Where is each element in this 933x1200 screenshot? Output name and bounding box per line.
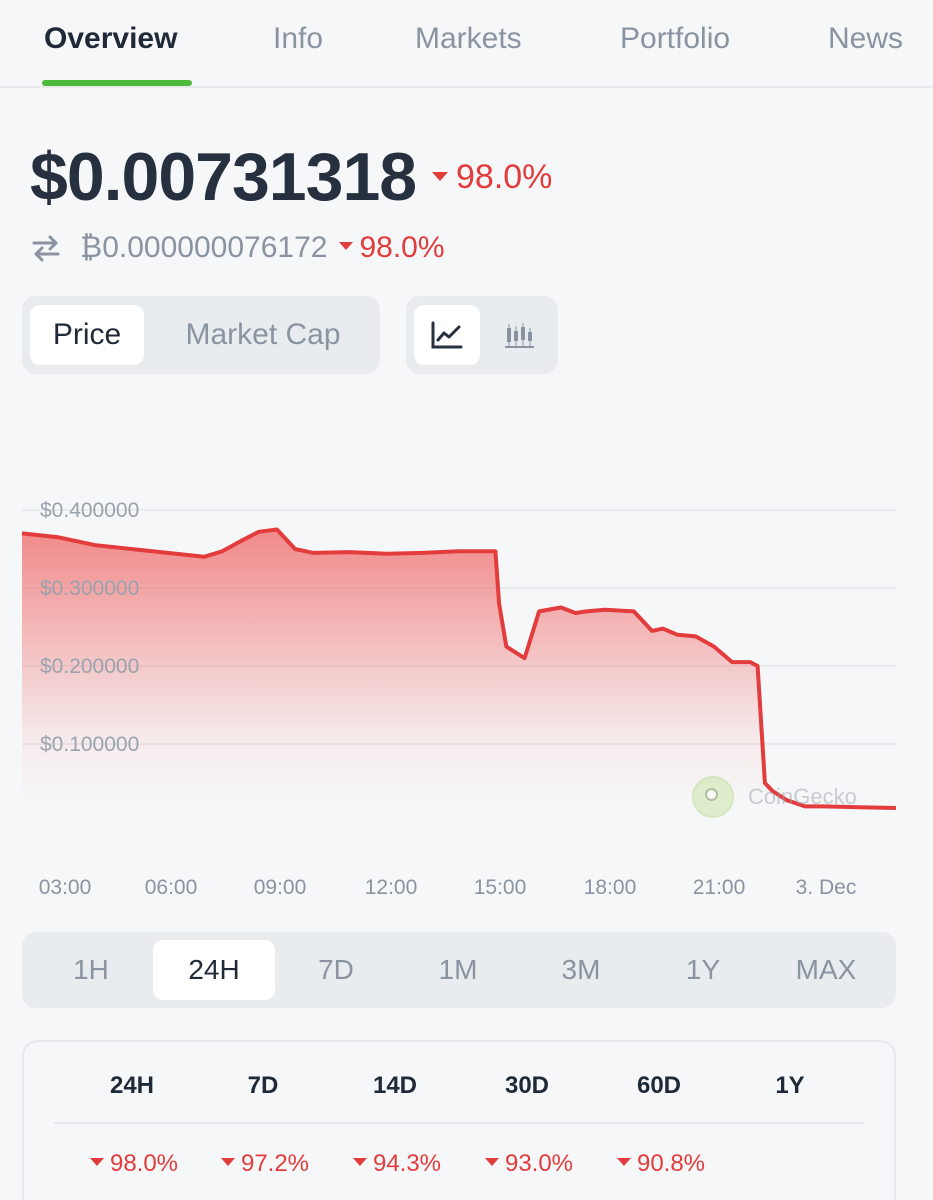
- x-tick-label: 03:00: [38, 876, 92, 899]
- x-tick-label: 06:00: [144, 876, 198, 899]
- x-tick-label: 3. Dec: [795, 876, 857, 899]
- coingecko-watermark: CoinGecko: [692, 776, 857, 818]
- chart-view-toggle: [406, 296, 558, 374]
- y-tick-label: $0.200000: [40, 655, 139, 678]
- line-chart-icon: [431, 321, 463, 349]
- tab-overview[interactable]: Overview: [44, 22, 178, 55]
- perf-value-text: 90.8%: [636, 1150, 706, 1177]
- tab-news[interactable]: News: [828, 22, 904, 55]
- y-tick-label: $0.100000: [40, 733, 139, 756]
- tab-info[interactable]: Info: [273, 22, 324, 55]
- y-tick-label: $0.300000: [40, 577, 139, 600]
- perf-header-14d: 14D: [372, 1072, 418, 1099]
- performance-table: 24H 7D 14D 30D 60D 1Y 98.0% 97.2% 94.3% …: [22, 1040, 896, 1200]
- price-toggle-button[interactable]: Price: [30, 305, 144, 365]
- price-marketcap-toggle: Price Market Cap: [22, 296, 380, 374]
- candlestick-chart-button[interactable]: [486, 305, 552, 365]
- perf-header-30d: 30D: [504, 1072, 550, 1099]
- perf-value-24h: 98.0%: [89, 1150, 179, 1178]
- price-chart[interactable]: $0.400000 $0.300000 $0.200000 $0.100000: [0, 480, 933, 910]
- x-tick-label: 18:00: [583, 876, 637, 899]
- range-1m-button[interactable]: 1M: [438, 954, 478, 985]
- x-tick-label: 15:00: [473, 876, 527, 899]
- watermark-text: CoinGecko: [748, 784, 857, 809]
- time-range-selector: 1H 24H 7D 1M 3M 1Y MAX: [22, 932, 896, 1008]
- range-3m-button[interactable]: 3M: [561, 954, 601, 985]
- top-tab-bar: Overview Info Markets Portfolio News: [0, 0, 933, 88]
- range-1y-button[interactable]: 1Y: [685, 954, 721, 985]
- caret-down-icon: [339, 242, 354, 251]
- btc-price-change-value: 98.0%: [359, 231, 445, 264]
- range-1h-button[interactable]: 1H: [73, 954, 109, 985]
- btc-price-row: ₿0.000000076172 98.0%: [30, 226, 445, 270]
- caret-down-icon: [616, 1157, 631, 1166]
- perf-value-text: 97.2%: [240, 1150, 310, 1177]
- price-change-value: 98.0%: [456, 158, 553, 196]
- perf-header-60d: 60D: [636, 1072, 682, 1099]
- tab-portfolio[interactable]: Portfolio: [620, 22, 731, 55]
- price-line: [21, 527, 897, 810]
- perf-divider: [54, 1122, 864, 1124]
- perf-value-text: 93.0%: [504, 1150, 574, 1177]
- x-tick-label: 12:00: [364, 876, 418, 899]
- active-tab-indicator: [42, 80, 192, 86]
- price-area-fill: [22, 529, 896, 808]
- perf-value-text: 98.0%: [109, 1150, 179, 1177]
- swap-arrows-icon[interactable]: [30, 234, 62, 262]
- range-24h-button[interactable]: 24H: [153, 940, 275, 1000]
- current-price: $0.00731318: [30, 139, 417, 215]
- perf-value-7d: 97.2%: [220, 1150, 310, 1178]
- marketcap-toggle-button[interactable]: Market Cap: [185, 318, 341, 351]
- perf-value-14d: 94.3%: [352, 1150, 442, 1178]
- price-change: 98.0%: [432, 158, 552, 197]
- range-max-button[interactable]: MAX: [795, 954, 857, 985]
- y-tick-label: $0.400000: [40, 499, 139, 522]
- x-tick-label: 09:00: [253, 876, 307, 899]
- tab-markets[interactable]: Markets: [415, 22, 522, 55]
- x-tick-label: 21:00: [692, 876, 746, 899]
- candlestick-icon: [505, 323, 534, 348]
- caret-down-icon: [89, 1157, 104, 1166]
- coingecko-logo-icon: [692, 776, 734, 818]
- caret-down-icon: [432, 171, 448, 181]
- caret-down-icon: [484, 1157, 499, 1166]
- perf-value-60d: 90.8%: [616, 1150, 706, 1178]
- caret-down-icon: [352, 1157, 367, 1166]
- line-chart-button[interactable]: [414, 305, 480, 365]
- perf-value-30d: 93.0%: [484, 1150, 574, 1178]
- perf-header-24h: 24H: [109, 1072, 155, 1099]
- btc-price-change: 98.0%: [339, 231, 445, 265]
- perf-value-text: 94.3%: [372, 1150, 442, 1177]
- caret-down-icon: [220, 1157, 235, 1166]
- perf-header-7d: 7D: [247, 1072, 279, 1099]
- range-7d-button[interactable]: 7D: [318, 954, 354, 985]
- perf-header-1y: 1Y: [775, 1072, 805, 1099]
- btc-price: ₿0.000000076172: [80, 231, 328, 264]
